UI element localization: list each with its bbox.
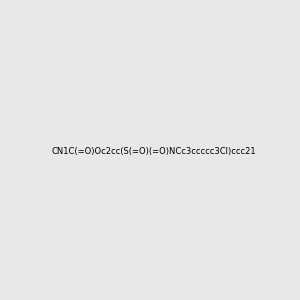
Text: CN1C(=O)Oc2cc(S(=O)(=O)NCc3ccccc3Cl)ccc21: CN1C(=O)Oc2cc(S(=O)(=O)NCc3ccccc3Cl)ccc2… [51,147,256,156]
